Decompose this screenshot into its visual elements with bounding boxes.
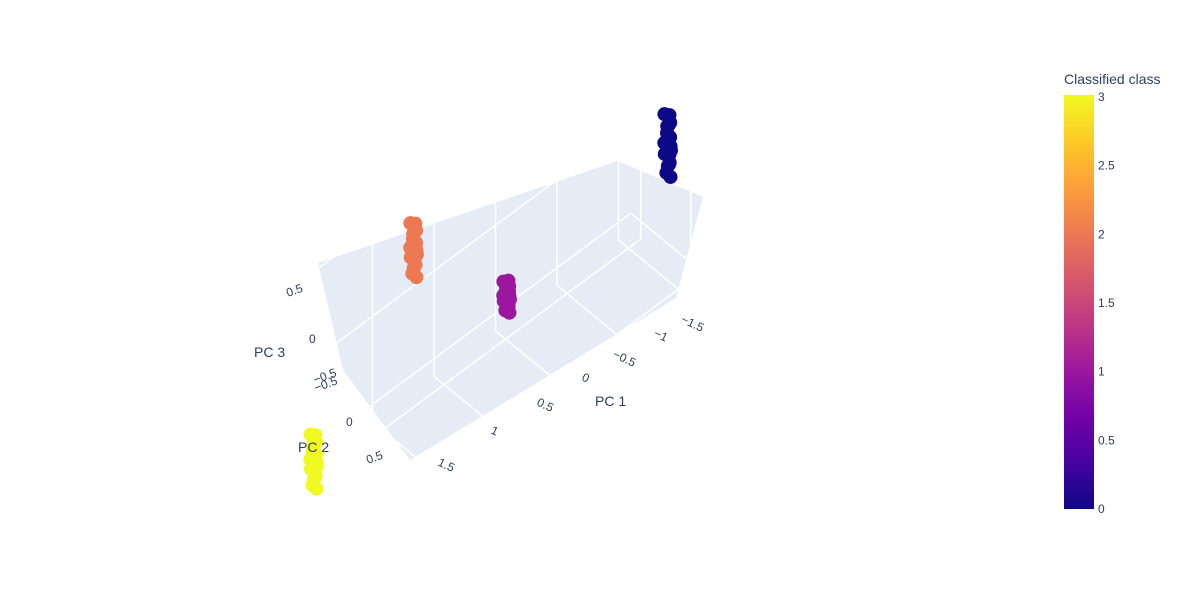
gridline xyxy=(236,36,632,330)
scene[interactable] xyxy=(236,27,752,600)
gridline xyxy=(236,124,632,418)
x-tick-label: 1 xyxy=(489,423,501,439)
colorbar-tick-label: 1 xyxy=(1098,365,1105,379)
x-axis-title: PC 1 xyxy=(595,393,626,409)
floor-plane xyxy=(318,161,703,370)
x-tick-label: −1.5 xyxy=(679,312,707,335)
y-tick-label: 0 xyxy=(346,415,353,429)
y-axis: −0.5 0 0.5 PC 2 xyxy=(298,373,385,466)
z-tick-label: 0 xyxy=(309,332,316,346)
colorbar-tick-label: 2.5 xyxy=(1098,159,1115,173)
colorbar-tick-label: 3 xyxy=(1098,90,1105,104)
x-tick-label: 0 xyxy=(580,370,592,386)
y-tick-label: 0.5 xyxy=(364,448,385,467)
colorbar-tick-label: 0 xyxy=(1098,502,1105,516)
y-axis-title: PC 2 xyxy=(298,439,329,455)
colorbar-title: Classified class xyxy=(1064,71,1160,87)
gridline xyxy=(362,320,742,600)
x-tick-label: 1.5 xyxy=(436,455,457,475)
gridline xyxy=(236,212,632,506)
z-axis-title: PC 3 xyxy=(254,344,285,360)
data-point xyxy=(496,274,511,289)
x-tick-label: −1 xyxy=(652,326,671,345)
z-tick-label: 0.5 xyxy=(284,281,305,300)
gridlines xyxy=(236,27,752,600)
data-points xyxy=(303,107,679,496)
gridline xyxy=(630,36,752,137)
side-wall-plane xyxy=(343,197,703,460)
colorbar-tick-label: 0.5 xyxy=(1098,433,1115,447)
colorbar-gradient xyxy=(1064,95,1094,509)
data-point xyxy=(657,107,672,122)
colorbar-tick-label: 1.5 xyxy=(1098,296,1115,310)
x-tick-label: 0.5 xyxy=(535,395,556,415)
colorbar-tick-label: 2 xyxy=(1098,227,1105,241)
data-point xyxy=(403,216,418,231)
data-point xyxy=(303,427,318,442)
gridline xyxy=(630,212,752,313)
colorbar: Classified class 0 0.5 1 1.5 2 2.5 3 xyxy=(1064,71,1160,516)
z-axis: −0.5 0 0.5 PC 3 xyxy=(254,281,339,387)
gridline xyxy=(249,512,357,600)
gridline xyxy=(296,279,692,572)
gridline xyxy=(630,124,752,225)
x-tick-label: −0.5 xyxy=(611,347,639,370)
